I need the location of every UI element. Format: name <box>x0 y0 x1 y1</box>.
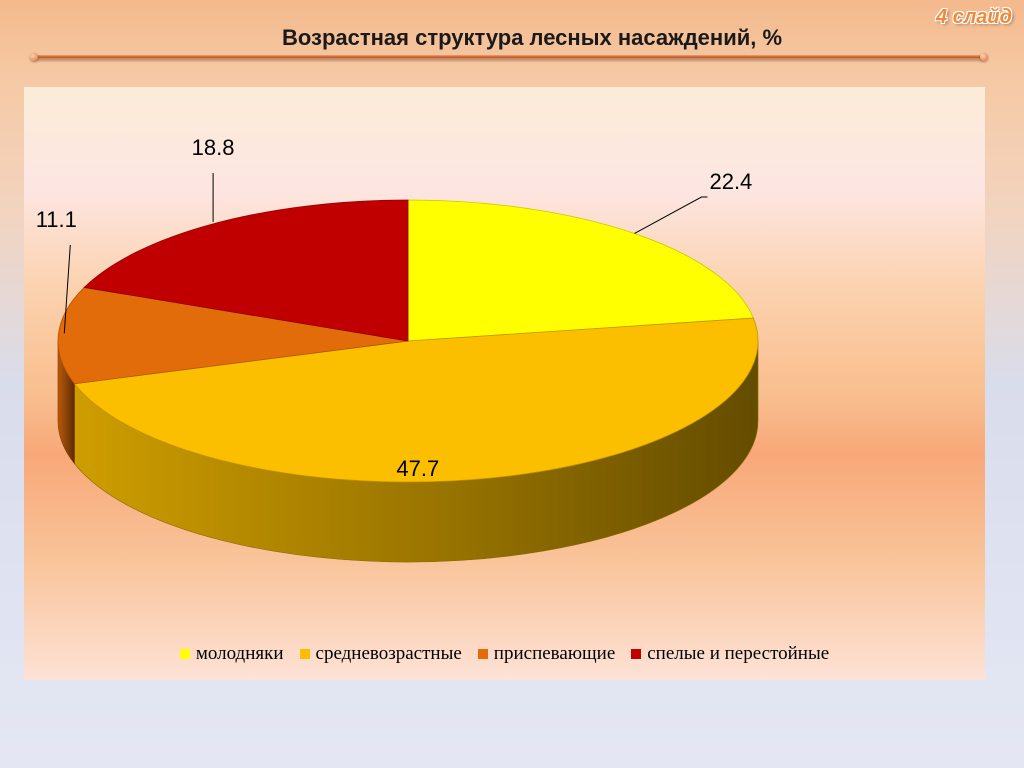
legend-swatch <box>299 649 310 659</box>
pie-slice-молодняки <box>407 199 754 342</box>
divider-left-dot <box>30 53 38 61</box>
pie-slice-спелые-и-перестойные <box>83 199 409 342</box>
divider-right-dot <box>980 53 988 61</box>
legend-label: молодняки <box>195 643 284 664</box>
pie-slice-средневозрастные <box>73 317 759 483</box>
data-label-спелые-и-перестойные: 18.8 <box>192 135 235 160</box>
legend-item-спелые-и-перестойные: спелые и перестойные <box>631 643 829 665</box>
slide-title: Возрастная структура лесных насаждений, … <box>281 25 783 50</box>
leader-line-молодняки <box>634 196 708 234</box>
legend-swatch <box>477 649 488 659</box>
data-label-молодняки: 22.4 <box>709 169 752 194</box>
title-divider <box>30 53 988 61</box>
legend-item-молодняки: молодняки <box>179 643 284 665</box>
data-label-средневозрастные: 47.7 <box>396 456 439 481</box>
leader-line-приспевающие <box>63 244 71 334</box>
chart-area: 22.4 47.7 11.1 18.8 молодняки средневозрастн… <box>24 87 985 680</box>
pie-chart: 22.4 47.7 11.1 18.8 <box>36 135 759 563</box>
legend-swatch <box>179 649 190 659</box>
legend-label: средневозрастные <box>315 643 462 664</box>
legend-swatch <box>631 649 642 659</box>
legend-item-средневозрастные: средневозрастные <box>299 643 462 665</box>
legend-label: приспевающие <box>493 643 616 664</box>
legend-item-приспевающие: приспевающие <box>477 643 616 665</box>
slide-number: 4 слайд <box>936 6 1012 28</box>
chart-legend: молодняки средневозрастные приспевающие спе… <box>24 643 985 665</box>
data-label-приспевающие: 11.1 <box>36 207 77 232</box>
legend-label: спелые и перестойные <box>647 643 830 664</box>
pie-slice-приспевающие <box>57 287 409 385</box>
